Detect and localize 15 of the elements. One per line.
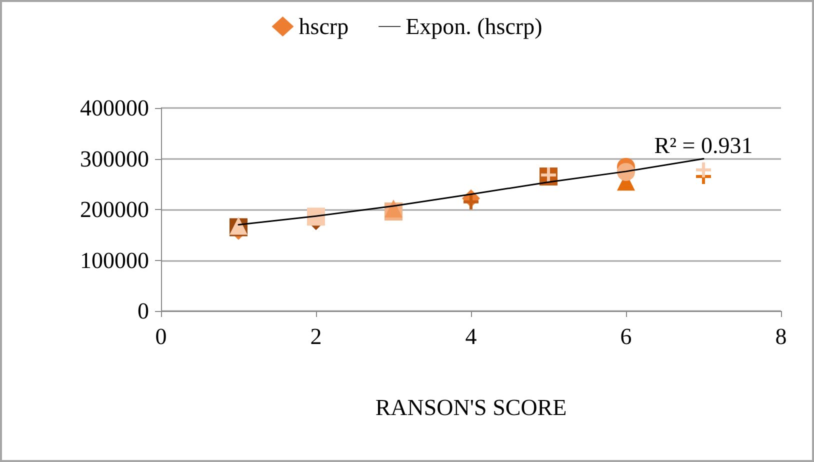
annotation: R² = 0.931 — [654, 132, 753, 158]
y-tick-label: 400000 — [80, 96, 149, 120]
x-tick-label: 2 — [310, 324, 322, 349]
y-tick-label: 200000 — [80, 197, 149, 222]
x-tick-label: 4 — [465, 324, 478, 349]
y-tick-label: 100000 — [80, 248, 149, 273]
x-tick-label: 0 — [155, 324, 167, 349]
y-tick-label: 0 — [138, 298, 149, 324]
x-axis-title: RANSON'S SCORE — [375, 395, 567, 420]
x-tick-label: 8 — [775, 324, 787, 349]
x-tick-label: 6 — [620, 324, 632, 349]
legend-label: hscrp — [298, 14, 349, 39]
y-tick-label: 300000 — [80, 146, 149, 172]
point — [384, 199, 402, 218]
legend-label: Expon. (hscrp) — [406, 14, 542, 39]
